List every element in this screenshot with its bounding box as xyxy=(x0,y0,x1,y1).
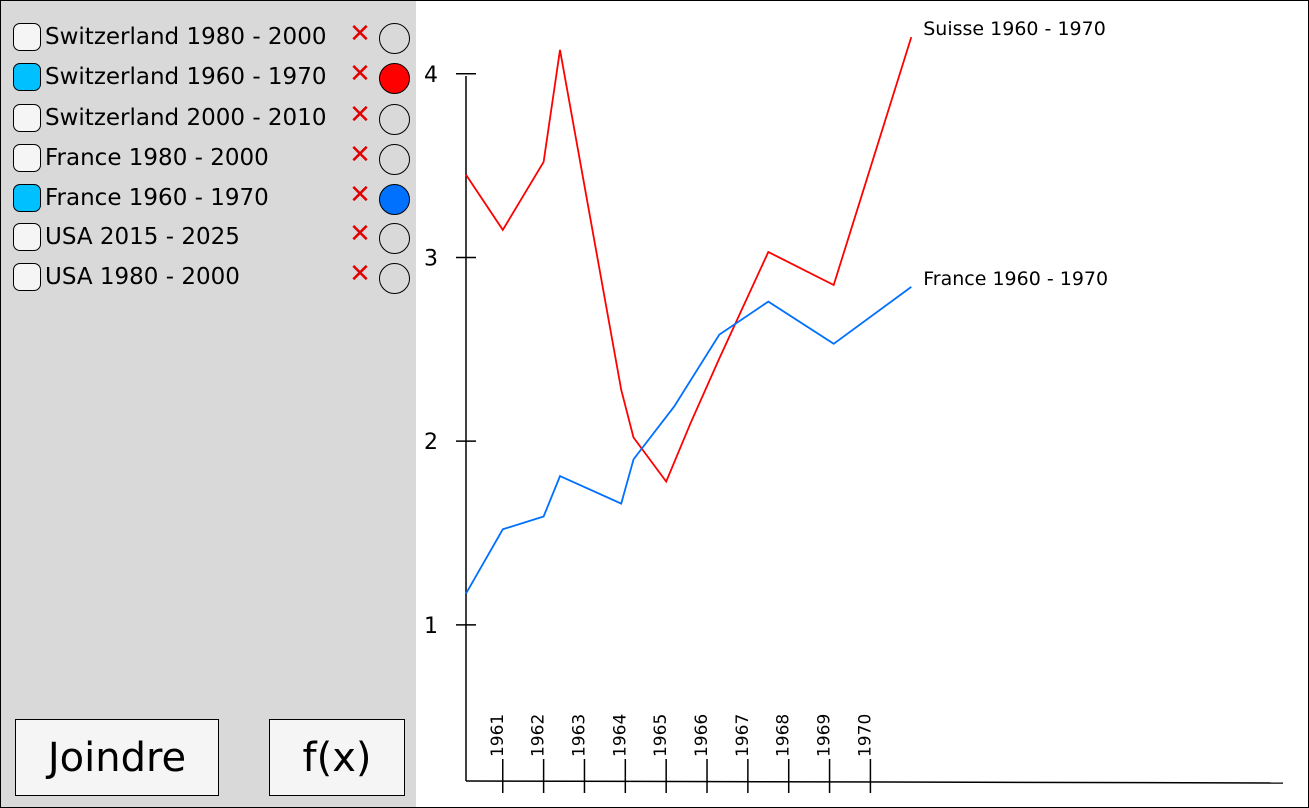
dataset-checkbox[interactable] xyxy=(13,184,41,212)
color-swatch[interactable] xyxy=(379,104,410,135)
dataset-row: USA 1980 - 2000 ✕ xyxy=(1,259,416,294)
x-tick-label: 1961 xyxy=(488,714,508,757)
series-line xyxy=(465,36,913,484)
color-swatch[interactable] xyxy=(379,223,410,254)
y-tick-label: 4 xyxy=(424,63,438,88)
dataset-row: Switzerland 1980 - 2000 ✕ xyxy=(1,19,416,54)
dataset-row: France 1960 - 1970 ✕ xyxy=(1,180,416,215)
delete-icon[interactable]: ✕ xyxy=(349,219,371,249)
line-chart: 1 2 3 4 1961 1962 1963 1964 1965 1966 1967 1968 1969… xyxy=(424,18,1284,793)
delete-icon[interactable]: ✕ xyxy=(349,140,371,170)
color-swatch[interactable] xyxy=(379,144,410,175)
dataset-label: Switzerland 1980 - 2000 xyxy=(45,24,327,50)
delete-icon[interactable]: ✕ xyxy=(349,180,371,210)
series-line xyxy=(465,286,912,595)
dataset-checkbox[interactable] xyxy=(13,63,41,91)
series-label: France 1960 - 1970 xyxy=(923,268,1108,290)
dataset-row: France 1980 - 2000 ✕ xyxy=(1,140,416,175)
color-swatch[interactable] xyxy=(379,23,410,54)
x-tick-label: 1966 xyxy=(692,714,712,757)
color-swatch[interactable] xyxy=(379,184,410,215)
dataset-row: USA 2015 - 2025 ✕ xyxy=(1,219,416,254)
series-label: Suisse 1960 - 1970 xyxy=(923,18,1106,40)
dataset-row: Switzerland 1960 - 1970 ✕ xyxy=(1,59,416,94)
x-axis xyxy=(465,780,1284,784)
y-tick-label: 3 xyxy=(424,246,438,271)
dataset-label: France 1960 - 1970 xyxy=(45,185,269,211)
delete-icon[interactable]: ✕ xyxy=(349,59,371,89)
dataset-checkbox[interactable] xyxy=(13,23,41,51)
delete-icon[interactable]: ✕ xyxy=(349,19,371,49)
dataset-checkbox[interactable] xyxy=(13,144,41,172)
join-button[interactable]: Joindre xyxy=(15,719,219,796)
x-tick-label: 1969 xyxy=(815,714,835,757)
dataset-checkbox[interactable] xyxy=(13,104,41,132)
x-tick-label: 1962 xyxy=(529,714,549,757)
dataset-sidebar: Switzerland 1980 - 2000 ✕ Switzerland 1960… xyxy=(1,1,416,807)
y-tick-label: 1 xyxy=(424,614,438,639)
color-swatch[interactable] xyxy=(379,263,410,294)
y-tick-label: 2 xyxy=(424,430,438,455)
x-tick-label: 1968 xyxy=(774,714,794,757)
x-tick-label: 1967 xyxy=(733,714,753,757)
x-tick-label: 1963 xyxy=(569,714,589,757)
delete-icon[interactable]: ✕ xyxy=(349,100,371,130)
dataset-label: France 1980 - 2000 xyxy=(45,145,269,171)
x-tick-label: 1965 xyxy=(651,714,671,757)
dataset-checkbox[interactable] xyxy=(13,223,41,251)
dataset-label: Switzerland 1960 - 1970 xyxy=(45,64,327,90)
dataset-label: USA 2015 - 2025 xyxy=(45,224,240,250)
function-button[interactable]: f(x) xyxy=(269,719,405,796)
dataset-checkbox[interactable] xyxy=(13,263,41,291)
delete-icon[interactable]: ✕ xyxy=(349,259,371,289)
dataset-label: USA 1980 - 2000 xyxy=(45,264,240,290)
dataset-label: Switzerland 2000 - 2010 xyxy=(45,105,327,131)
color-swatch[interactable] xyxy=(379,63,410,94)
x-tick-label: 1970 xyxy=(855,714,875,757)
dataset-row: Switzerland 2000 - 2010 ✕ xyxy=(1,100,416,135)
x-tick-label: 1964 xyxy=(610,714,630,757)
